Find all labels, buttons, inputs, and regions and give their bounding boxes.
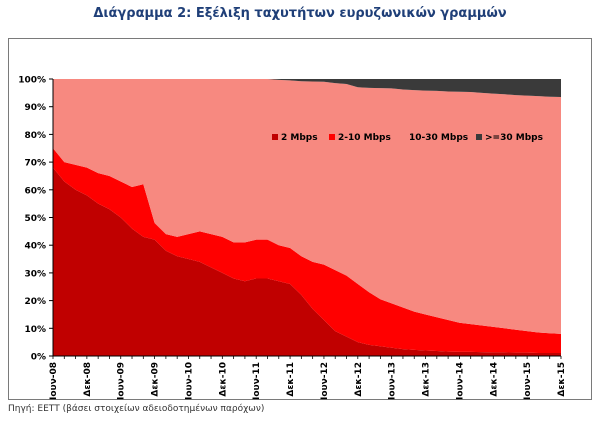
y-tick-label: 50%	[24, 214, 46, 224]
x-tick-label: Δεκ-08	[83, 362, 93, 397]
x-tick-label: Ιουν-09	[117, 362, 127, 400]
y-tick-label: 70%	[24, 159, 46, 169]
x-tick-label: Δεκ-10	[218, 362, 228, 397]
legend-label: 10-30 Mbps	[409, 133, 468, 143]
x-tick-label: Ιουν-11	[252, 362, 262, 400]
legend-swatch	[476, 134, 482, 140]
area-series-3	[53, 79, 561, 334]
x-tick-label: Δεκ-14	[489, 362, 499, 397]
source-note: Πηγή: ΕΕΤΤ (βάσει στοιχείων αδειοδοτημέν…	[8, 404, 265, 414]
y-tick-label: 100%	[18, 76, 46, 86]
x-tick-label: Ιουν-13	[388, 362, 398, 400]
legend-swatch	[400, 134, 406, 140]
legend-label: >=30 Mbps	[485, 133, 543, 143]
x-tick-label: Δεκ-15	[557, 362, 567, 397]
y-tick-label: 30%	[24, 269, 46, 279]
y-tick-label: 80%	[24, 131, 46, 141]
legend-swatch	[272, 134, 278, 140]
y-tick-label: 60%	[24, 186, 46, 196]
x-tick-label: Δεκ-12	[354, 362, 364, 397]
x-tick-label: Δεκ-13	[422, 362, 432, 397]
area-series-2	[53, 148, 561, 353]
x-tick-label: Ιουν-15	[523, 362, 533, 400]
legend-label: 2-10 Mbps	[338, 133, 391, 143]
x-tick-label: Ιουν-14	[455, 362, 465, 400]
x-tick-label: Ιουν-10	[184, 362, 194, 400]
area-series-1	[53, 167, 561, 356]
legend-label: 2 Mbps	[281, 133, 318, 143]
y-tick-label: 90%	[24, 103, 46, 113]
x-tick-label: Ιουν-12	[320, 362, 330, 400]
x-tick-label: Ιουν-08	[49, 362, 59, 400]
x-tick-label: Δεκ-11	[286, 362, 296, 397]
y-tick-label: 40%	[24, 242, 46, 252]
legend-swatch	[329, 134, 335, 140]
chart-title: Διάγραμμα 2: Εξέλιξη ταχυτήτων ευρυζωνικ…	[93, 6, 507, 21]
y-tick-label: 0%	[31, 353, 46, 363]
area-series-4	[53, 79, 561, 97]
y-tick-label: 20%	[24, 297, 46, 307]
y-tick-label: 10%	[24, 325, 46, 335]
x-tick-label: Δεκ-09	[151, 362, 161, 397]
